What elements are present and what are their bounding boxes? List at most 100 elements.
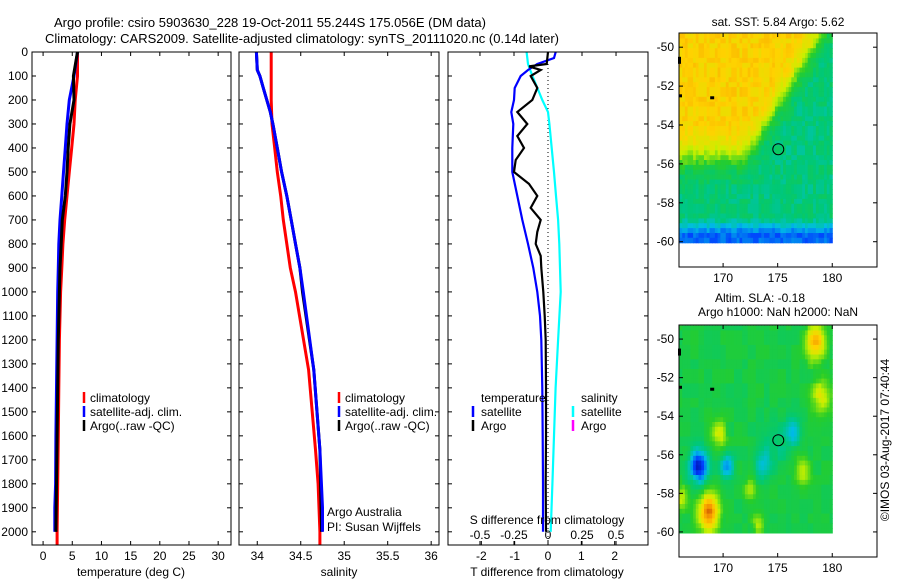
map-cell [774, 489, 779, 495]
map-cell [695, 465, 700, 471]
map-cell [799, 335, 803, 341]
map-cell [777, 233, 781, 239]
map-cell [796, 72, 801, 78]
map-cell [712, 223, 716, 229]
map-cell [802, 494, 806, 500]
map-cell [783, 340, 787, 346]
map-cell [791, 116, 795, 122]
map-cell [679, 446, 683, 452]
map-cell [747, 504, 751, 510]
map-cell [764, 155, 768, 161]
map-cell [695, 160, 700, 166]
map-cell [742, 504, 746, 510]
map-cell [725, 164, 730, 171]
map-cell [698, 111, 702, 117]
map-cell [723, 189, 727, 195]
map-cell [780, 116, 784, 122]
map-cell [709, 446, 713, 452]
map-cell [701, 393, 705, 399]
map-cell [802, 528, 806, 534]
map-cell [747, 184, 751, 190]
map-cell [755, 38, 760, 44]
map-cell [744, 436, 749, 442]
map-cell [824, 62, 828, 69]
map-cell [714, 441, 719, 447]
map-cell [755, 106, 760, 112]
map-cell [739, 184, 743, 190]
map-cell [758, 373, 762, 380]
map-cell [695, 344, 700, 351]
map-cell [712, 233, 716, 239]
map-cell [690, 446, 694, 452]
map-cell [791, 508, 795, 515]
map-cell [815, 194, 820, 200]
map-cell [728, 208, 732, 215]
map-cell [813, 194, 817, 200]
map-cell [679, 441, 683, 447]
map-cell [750, 528, 754, 534]
map-cell [788, 135, 792, 142]
map-cell [810, 460, 814, 466]
map-cell [826, 48, 831, 54]
map-cell [687, 203, 691, 210]
map-cell [714, 140, 719, 147]
map-cell [785, 349, 790, 356]
map-cell [766, 96, 771, 103]
map-cell [734, 402, 738, 409]
map-cell [742, 436, 746, 442]
map-cell [785, 383, 790, 389]
map-cell [736, 388, 740, 394]
map-cell [750, 383, 754, 389]
map-cell [772, 479, 776, 486]
map-cell [769, 359, 773, 365]
map-cell [698, 126, 702, 132]
map-cell [684, 417, 689, 423]
map-cell [690, 494, 694, 500]
map-cell [704, 198, 708, 205]
map-cell [712, 417, 716, 423]
map-cell [679, 223, 683, 229]
map-cell [731, 455, 735, 462]
map-cell [720, 393, 724, 399]
map-cell [709, 470, 713, 476]
x-tick-label: 34.5 [289, 549, 313, 563]
map-cell [821, 111, 825, 117]
map-cell [687, 349, 691, 356]
map-cell [796, 359, 801, 365]
map-cell [742, 135, 746, 142]
map-cell [736, 412, 740, 418]
map-cell [709, 72, 713, 78]
map-cell [701, 383, 705, 389]
map-cell [766, 43, 771, 49]
map-cell [698, 150, 702, 156]
map-cell [824, 426, 828, 433]
map-cell [690, 62, 694, 69]
map-cell [731, 335, 735, 341]
map-cell [774, 91, 779, 98]
map-cell [725, 383, 730, 389]
map-cell [712, 484, 716, 491]
map-cell [687, 402, 691, 409]
map-cell [723, 499, 727, 505]
map-cell [695, 77, 700, 83]
map-cell [758, 344, 762, 351]
map-cell [679, 431, 683, 437]
map-cell [701, 203, 705, 210]
map-cell [731, 116, 735, 122]
map-cell [684, 489, 689, 495]
map-cell [788, 364, 792, 370]
map-cell [725, 359, 730, 365]
map-cell [799, 140, 803, 147]
map-cell [723, 426, 727, 433]
map-cell [698, 57, 702, 64]
map-cell [695, 369, 700, 375]
map-cell [695, 218, 700, 224]
map-cell [728, 184, 732, 190]
map-cell [777, 218, 781, 224]
map-cell [824, 237, 828, 244]
map-cell [815, 213, 820, 219]
map-cell [764, 57, 768, 64]
map-cell [750, 53, 754, 59]
depth-tick-label: 800 [8, 237, 28, 251]
map-cell [736, 228, 740, 234]
